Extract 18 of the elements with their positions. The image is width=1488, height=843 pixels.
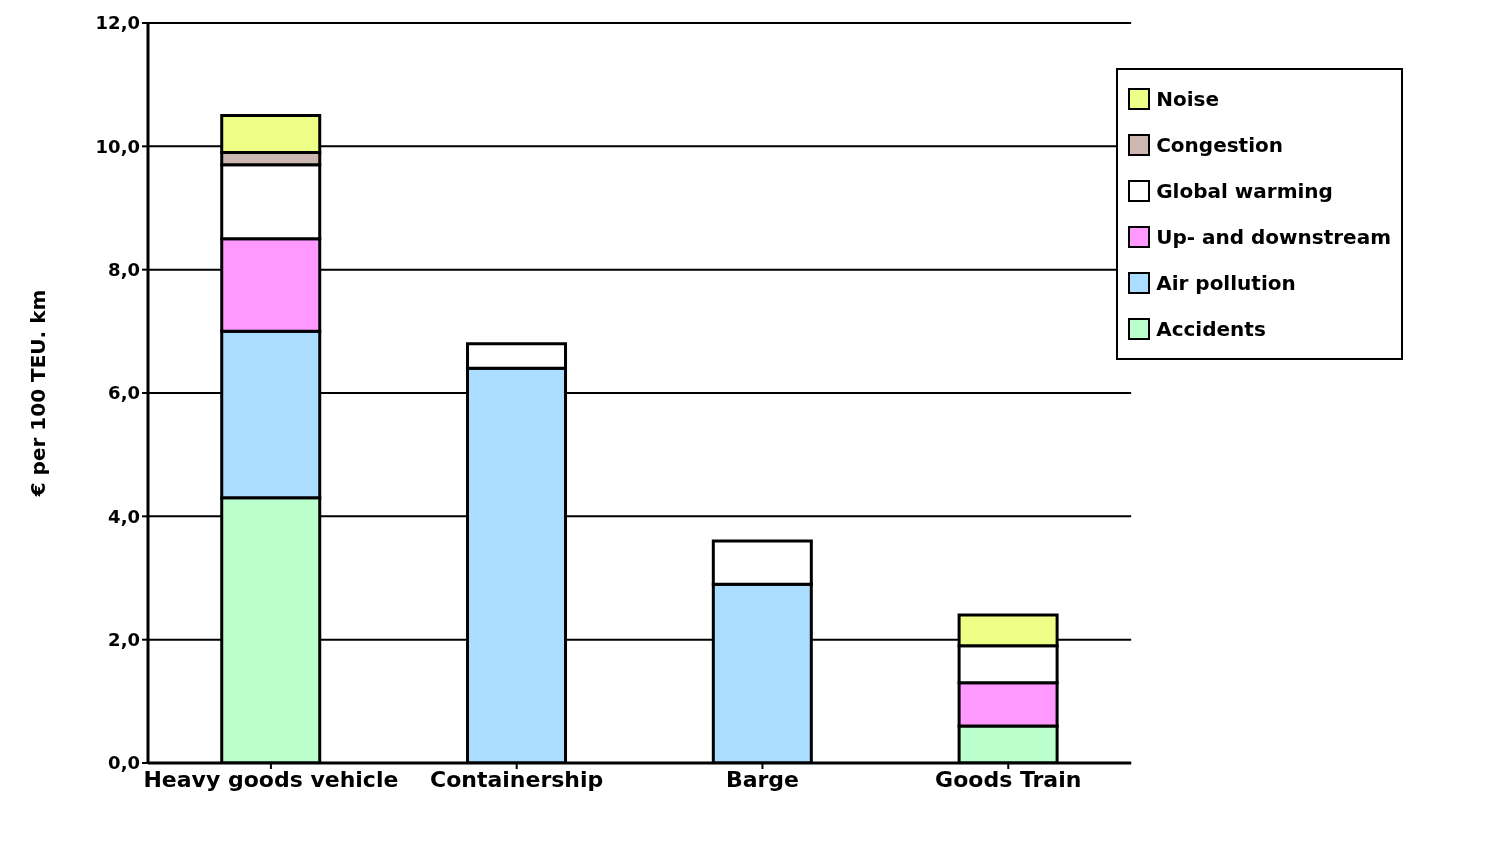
y-tick-label: 4,0	[108, 505, 140, 527]
y-tick-label: 6,0	[108, 382, 140, 404]
y-tick-label: 8,0	[108, 259, 140, 281]
x-tick-label: Barge	[725, 766, 800, 792]
legend-label: Noise	[1156, 87, 1219, 111]
y-tick-label: 12,0	[95, 12, 140, 34]
y-tick-label: 0,0	[108, 752, 140, 774]
y-axis-title: € per 100 TEU. km	[26, 289, 51, 498]
x-tick-label: Containership	[430, 766, 604, 792]
legend-label: Global warming	[1156, 179, 1333, 203]
legend-label: Up- and downstream	[1156, 225, 1391, 249]
y-tick-label: 10,0	[95, 135, 140, 157]
x-tick-label: Heavy goods vehicle	[143, 766, 399, 792]
x-tick-label: Goods Train	[935, 766, 1082, 792]
y-tick-label: 2,0	[108, 629, 140, 651]
legend-label: Air pollution	[1156, 271, 1296, 295]
legend-label: Congestion	[1156, 133, 1283, 157]
legend-label: Accidents	[1156, 317, 1266, 341]
